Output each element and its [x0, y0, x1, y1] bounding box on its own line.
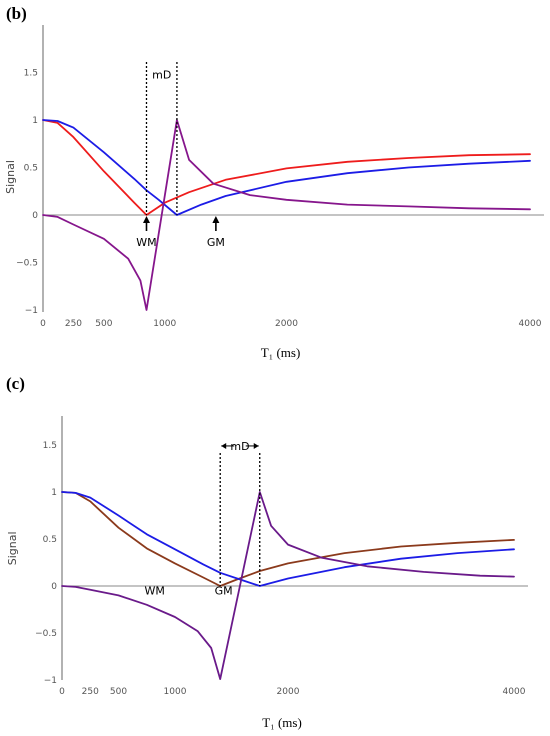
- x-axis-label: T₁ (ms): [261, 345, 301, 360]
- y-tick-label: −0.5: [35, 629, 57, 639]
- chart-c-svg: −1 −0.5 0 0.5 1 1.5 0 250 500 1000 2000 4000 Signal T…: [6, 416, 528, 730]
- x-tick-label: 250: [82, 687, 99, 697]
- x-tick-label: 250: [65, 319, 82, 329]
- series-line-3: [61, 491, 515, 681]
- y-tick-label: 0.5: [24, 164, 38, 174]
- arrow-head: [212, 216, 220, 223]
- y-tick-label: 1.5: [24, 69, 38, 79]
- annotation-label: mD: [152, 68, 171, 81]
- dimension-arrowhead: [253, 442, 259, 449]
- y-tick-label: 1: [51, 488, 57, 498]
- x-tick-label: 2000: [277, 687, 300, 697]
- y-tick-label: 0: [32, 211, 38, 221]
- x-axis-label: T₁ (ms): [262, 715, 302, 730]
- series-line-1: [61, 491, 515, 587]
- x-tick-label: 0: [40, 319, 46, 329]
- x-tick-label: 4000: [519, 319, 542, 329]
- arrow-head: [142, 216, 150, 223]
- annotation-label: WM: [144, 585, 164, 598]
- x-tick-label: 2000: [275, 319, 298, 329]
- series-line-3: [42, 119, 531, 311]
- annotation-label: mD: [230, 440, 249, 453]
- y-tick-label: −1: [25, 306, 38, 316]
- x-tick-label: 500: [110, 687, 127, 697]
- y-tick-label: −1: [44, 676, 57, 686]
- chart-panel-b: (b) −1 −0.5 0 0.5 1 1.5 0 250 500 1000 2000 4000 Sig…: [4, 4, 544, 360]
- chart-b-svg: −1 −0.5 0 0.5 1 1.5 0 250 500 1000 2000 4000 Signal T…: [4, 25, 544, 360]
- chart-panel-c: (c) −1 −0.5 0 0.5 1 1.5 0 250 500 1000 2000 4000 Sig…: [0, 368, 550, 736]
- x-tick-label: 1000: [164, 687, 187, 697]
- annotation-label: GM: [215, 585, 233, 598]
- series-line-1: [42, 119, 531, 216]
- series-line-2: [61, 491, 515, 587]
- panel-label-b: (b): [6, 4, 27, 23]
- panel-label-c: (c): [6, 374, 25, 393]
- y-tick-label: 1: [32, 116, 38, 126]
- y-tick-label: 0.5: [43, 535, 57, 545]
- x-tick-label: 4000: [503, 687, 526, 697]
- y-tick-label: 0: [51, 582, 57, 592]
- y-tick-label: −0.5: [16, 259, 38, 269]
- annotation-label: WM: [136, 236, 156, 249]
- y-axis-label: Signal: [6, 532, 19, 566]
- annotation-label: GM: [207, 236, 225, 249]
- dimension-arrowhead: [221, 442, 227, 449]
- y-tick-label: 1.5: [43, 441, 57, 451]
- x-tick-label: 500: [95, 319, 112, 329]
- y-axis-label: Signal: [4, 160, 17, 194]
- x-tick-label: 1000: [153, 319, 176, 329]
- x-tick-label: 0: [59, 687, 65, 697]
